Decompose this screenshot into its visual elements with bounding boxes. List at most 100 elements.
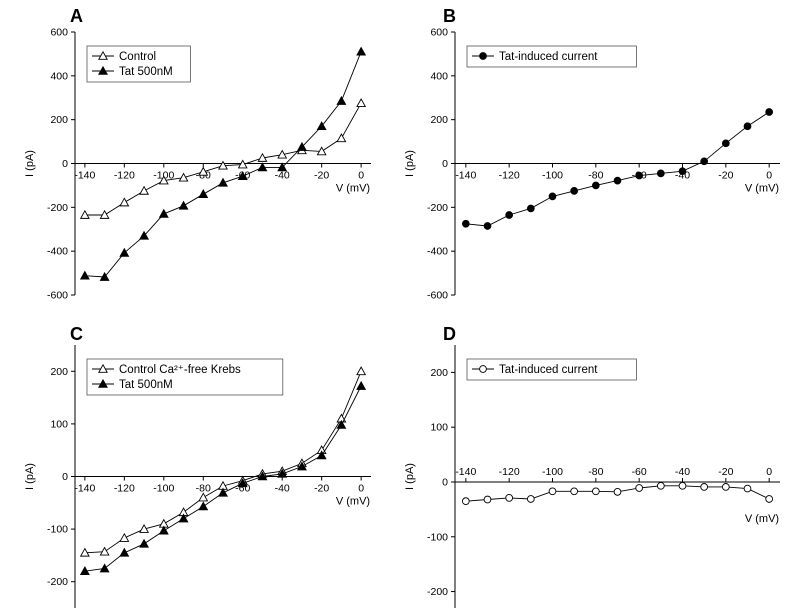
x-tick-label: -100: [542, 170, 563, 182]
y-tick-label: -200: [427, 202, 448, 214]
data-point: [277, 468, 288, 478]
data-point: [548, 192, 557, 201]
legend-box: [86, 358, 284, 396]
data-point: [296, 141, 307, 151]
y-tick-label: 0: [62, 158, 68, 170]
data-point: [461, 219, 470, 228]
data-point: [158, 525, 169, 535]
data-point: [526, 204, 535, 213]
panel-letter: A: [70, 6, 83, 26]
data-point: [656, 169, 665, 178]
x-tick-label: -80: [196, 483, 211, 495]
legend-marker: [98, 50, 108, 60]
y-tick-label: 0: [442, 476, 448, 488]
data-point: [178, 200, 189, 210]
y-tick-label: 100: [50, 418, 68, 430]
x-tick-label: -40: [275, 483, 290, 495]
legend-label: Control Ca²⁺-free Krebs: [119, 364, 241, 376]
x-tick-label: -40: [675, 466, 690, 478]
data-point: [316, 146, 327, 156]
data-point: [635, 171, 644, 180]
data-point: [483, 495, 492, 504]
x-axis-label: V (mV): [336, 496, 370, 508]
data-point: [257, 471, 268, 481]
y-tick-label: -200: [47, 576, 68, 588]
data-point: [257, 162, 268, 172]
series-2: [79, 380, 367, 575]
x-tick-label: -140: [455, 466, 476, 478]
legend-box: [466, 358, 637, 381]
y-tick-label: -200: [427, 586, 448, 598]
legend-label: Tat 500nM: [119, 66, 173, 78]
data-point: [178, 172, 189, 182]
data-point: [198, 166, 209, 176]
y-tick-label: 0: [442, 158, 448, 170]
y-tick-label: -400: [47, 246, 68, 258]
data-point: [198, 189, 209, 198]
data-point: [218, 177, 228, 187]
data-point: [158, 208, 169, 218]
data-point: [79, 566, 90, 575]
data-point: [139, 523, 150, 533]
x-tick-label: 0: [358, 483, 364, 495]
data-point: [505, 494, 514, 502]
legend-label: Control: [119, 51, 156, 63]
legend-box: [86, 45, 191, 83]
x-tick-label: -100: [153, 483, 174, 495]
x-tick-label: -140: [455, 170, 476, 182]
data-point: [743, 484, 752, 493]
x-tick-label: -140: [74, 170, 95, 182]
data-point: [635, 484, 644, 492]
data-point: [336, 419, 347, 429]
x-tick-label: -20: [718, 466, 733, 478]
x-tick-label: -20: [718, 170, 733, 182]
series-line: [84, 371, 362, 554]
data-point: [119, 247, 130, 257]
y-tick-label: -600: [47, 290, 68, 302]
x-axis-label: V (mV): [745, 183, 779, 195]
data-point: [678, 167, 687, 176]
legend: Tat-induced current: [466, 45, 637, 68]
data-point: [461, 497, 470, 506]
data-point: [178, 513, 189, 523]
data-point: [613, 176, 622, 185]
series-1: [79, 98, 367, 219]
data-point: [570, 487, 579, 496]
x-tick-label: -140: [74, 483, 95, 495]
legend-marker: [98, 65, 108, 75]
legend-marker: [479, 52, 487, 60]
data-point: [237, 171, 248, 181]
x-tick-label: -40: [275, 170, 290, 182]
x-tick-label: -100: [153, 170, 174, 182]
data-point: [700, 157, 709, 166]
x-tick-label: -120: [499, 170, 520, 182]
data-point: [119, 197, 130, 207]
y-tick-label: 400: [50, 70, 68, 82]
y-axis-label: I (pA): [24, 463, 36, 490]
data-point: [356, 366, 367, 376]
x-tick-label: -60: [632, 466, 647, 478]
data-point: [721, 139, 730, 148]
x-tick-label: -120: [499, 466, 520, 478]
data-point: [526, 495, 535, 503]
legend: Control Ca²⁺-free Krebs Tat 500nM: [86, 358, 284, 396]
y-tick-label: -100: [47, 524, 68, 536]
data-point: [505, 211, 514, 219]
data-point: [139, 230, 150, 240]
legend: Control Tat 500nM: [86, 45, 191, 83]
y-tick-label: 600: [50, 27, 68, 39]
x-axis-label: V (mV): [336, 183, 370, 195]
y-axis-label: I (pA): [404, 463, 416, 490]
data-point: [356, 380, 367, 390]
data-point: [139, 185, 150, 195]
panel-letter: B: [443, 6, 456, 26]
legend-box: [466, 45, 637, 68]
x-tick-label: -40: [675, 170, 690, 182]
x-tick-label: -120: [114, 170, 135, 182]
y-tick-label: 0: [62, 471, 68, 483]
data-point: [198, 492, 209, 502]
